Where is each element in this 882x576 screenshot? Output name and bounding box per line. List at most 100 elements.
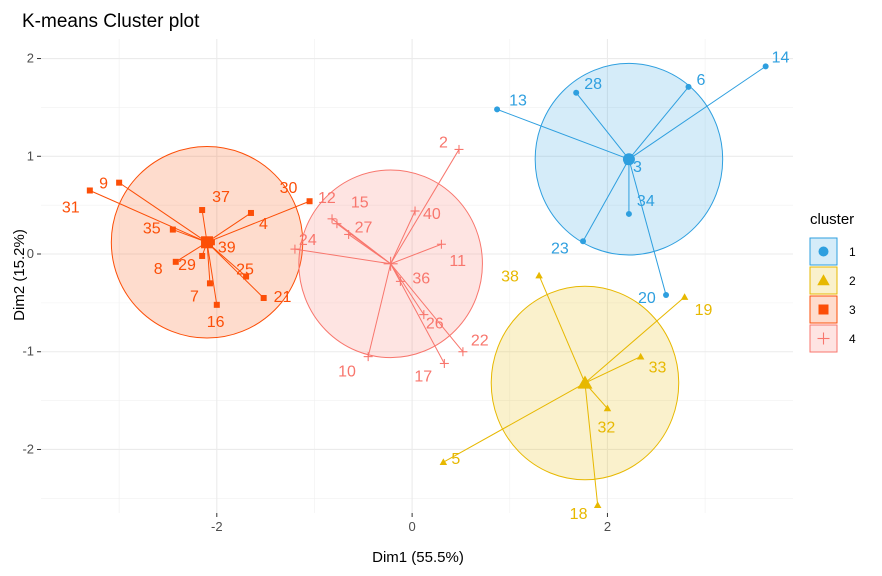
data-point (206, 280, 213, 287)
point-label: 26 (426, 316, 444, 333)
legend-item-3: 3 (809, 295, 856, 324)
data-point (199, 252, 206, 259)
star-segment (390, 243, 442, 265)
data-point (419, 310, 429, 320)
point-label: 27 (355, 219, 373, 236)
star-segment (390, 263, 464, 353)
star-segment (390, 149, 460, 265)
point-label: 29 (178, 257, 196, 274)
legend-symbol (817, 332, 830, 345)
point-label: 40 (423, 206, 441, 223)
point-label: 35 (143, 221, 161, 238)
point-label: 5 (451, 451, 460, 468)
point-label: 3 (633, 159, 642, 176)
legend-item-4: 4 (809, 324, 856, 353)
point-labels: 13 28 6 14 3 34 23 20 38 19 33 32 5 18 9 31 35 37 30 4 39 8 29… (62, 49, 790, 523)
data-point (260, 294, 267, 301)
point-label: 33 (649, 360, 667, 377)
point-label: 17 (414, 368, 432, 385)
cluster-points (86, 63, 769, 508)
plot-panel: 13 28 6 14 3 34 23 20 38 19 33 32 5 18 9 31 35 37 30 4 39 8 29… (41, 39, 793, 523)
point-label: 7 (190, 288, 199, 305)
point-label: 8 (154, 261, 163, 278)
point-label: 15 (351, 195, 369, 212)
cluster-center-2 (577, 375, 593, 389)
legend-label: 3 (849, 303, 856, 317)
data-point (213, 301, 220, 308)
data-point (172, 258, 179, 265)
data-point (327, 214, 337, 224)
star-segment (390, 210, 416, 264)
y-tick-label: 0 (27, 246, 34, 261)
star-segment (206, 242, 218, 305)
data-point (439, 358, 449, 368)
star-segment (390, 263, 425, 315)
point-label: 30 (280, 180, 298, 197)
legend-item-2: 2 (809, 266, 856, 295)
x-axis-title: Dim1 (55.5%) (372, 549, 464, 566)
point-label: 34 (637, 193, 655, 210)
star-segment (628, 65, 766, 160)
point-label: 12 (318, 190, 336, 207)
legend-label: 4 (849, 332, 856, 346)
cluster-centers (201, 153, 635, 389)
point-label: 36 (412, 270, 430, 287)
star-segment (206, 200, 310, 243)
x-axis: -2 0 2 (211, 513, 611, 534)
data-point (535, 271, 543, 279)
data-point (458, 347, 468, 357)
point-label: 19 (695, 302, 713, 319)
point-label: 21 (274, 289, 292, 306)
star-segment (538, 275, 586, 384)
point-label: 37 (212, 189, 230, 206)
star-segment (348, 234, 391, 265)
data-point (636, 352, 645, 360)
point-label: 11 (449, 253, 466, 270)
minor-grid (41, 39, 793, 513)
data-point (363, 352, 373, 362)
legend-item-1: 1 (809, 237, 856, 266)
star-segment (206, 241, 265, 299)
point-label: 23 (551, 240, 569, 257)
star-segment (584, 296, 685, 384)
x-tick-label: 2 (604, 519, 611, 534)
point-label: 24 (299, 232, 317, 249)
legend-label: 2 (849, 274, 856, 288)
legend-title: cluster (810, 211, 854, 228)
point-label: 39 (218, 239, 236, 256)
star-segment (628, 86, 689, 160)
point-label: 13 (509, 92, 527, 109)
star-segment (584, 356, 641, 384)
data-point (344, 229, 354, 239)
star-segment (582, 158, 630, 242)
star-segment (89, 190, 208, 243)
point-label: 9 (99, 176, 108, 193)
point-label: 31 (62, 199, 80, 216)
y-tick-label: -1 (22, 344, 34, 359)
data-point (593, 501, 602, 508)
x-tick-label: -2 (211, 519, 223, 534)
legend: cluster 1 2 3 4 (809, 211, 856, 353)
data-point (247, 209, 254, 216)
star-segment (443, 382, 586, 463)
data-point (685, 83, 692, 90)
data-point (169, 226, 176, 233)
cluster-center-1 (622, 153, 635, 166)
point-label: 16 (207, 314, 225, 331)
y-tick-label: 1 (27, 148, 34, 163)
chart-title: K-means Cluster plot (22, 11, 200, 32)
data-point (603, 404, 612, 412)
data-point (762, 63, 769, 70)
data-point (436, 239, 446, 249)
legend-label: 1 (849, 245, 856, 259)
star-segment (206, 241, 247, 277)
point-label: 18 (570, 506, 588, 523)
data-point (306, 198, 313, 205)
data-point (290, 244, 300, 254)
y-axis-title: Dim2 (15.2%) (11, 229, 28, 321)
cluster-segments (89, 65, 766, 506)
legend-symbol (818, 304, 829, 315)
star-segment (390, 263, 445, 364)
legend-key (809, 295, 838, 324)
